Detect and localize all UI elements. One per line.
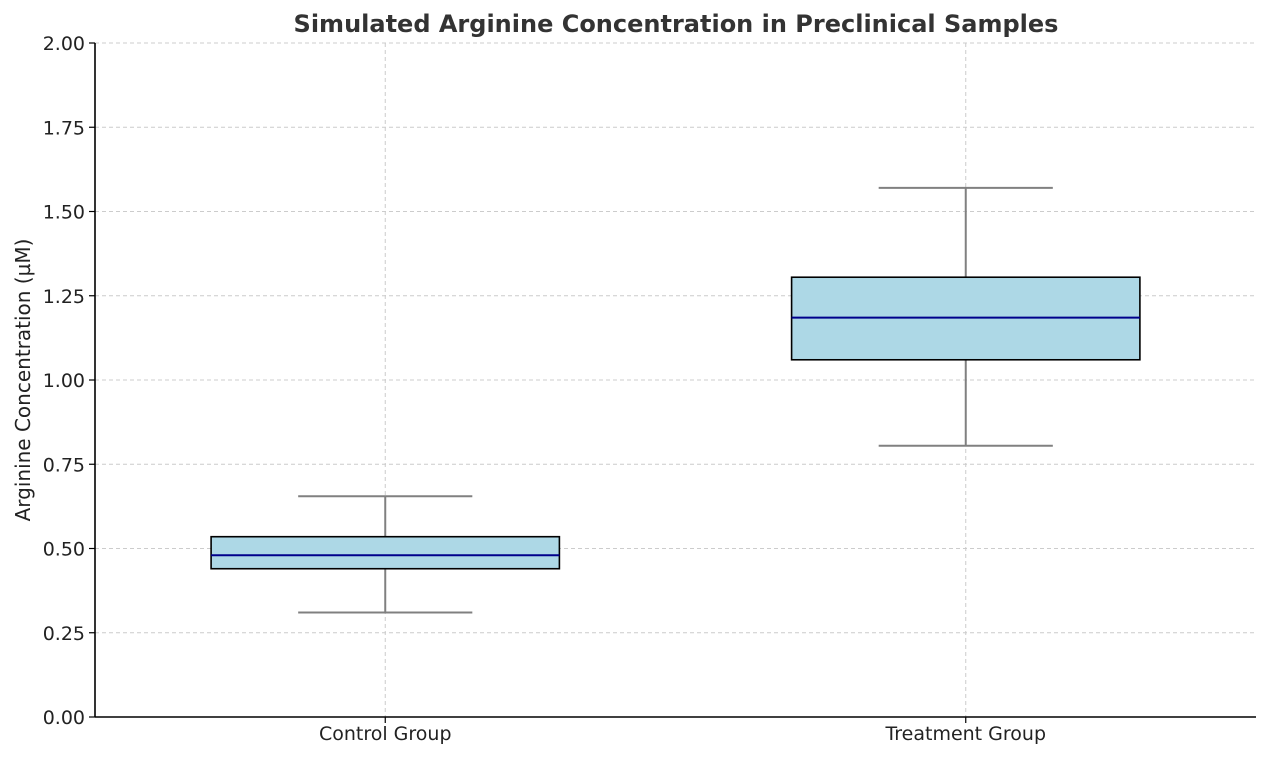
y-tick-label: 0.25 <box>43 623 85 645</box>
box-treatment-group <box>790 186 1141 447</box>
y-tick-label: 1.75 <box>43 117 85 139</box>
iqr-box <box>210 535 561 570</box>
chart-title: Simulated Arginine Concentration in Prec… <box>294 10 1059 38</box>
axes <box>89 42 1256 723</box>
y-tick-label: 1.25 <box>43 286 85 308</box>
y-tick-label: 1.50 <box>43 202 85 224</box>
x-tick-label: Treatment Group <box>884 723 1046 745</box>
x-tick-label: Control Group <box>319 723 452 745</box>
box-control-group <box>210 495 561 614</box>
tick-labels: 0.00 0.25 0.50 0.75 1.00 1.25 1.50 1.75 2.00 Cont… <box>43 33 1046 745</box>
y-tick-label: 2.00 <box>43 33 85 55</box>
y-axis-label: Arginine Concentration (µM) <box>11 239 35 522</box>
grid-lines <box>95 42 1256 718</box>
y-tick-label: 1.00 <box>43 370 85 392</box>
y-tick-label: 0.00 <box>43 707 85 729</box>
y-tick-label: 0.75 <box>43 454 85 476</box>
box-series <box>210 186 1141 614</box>
y-tick-label: 0.50 <box>43 539 85 561</box>
